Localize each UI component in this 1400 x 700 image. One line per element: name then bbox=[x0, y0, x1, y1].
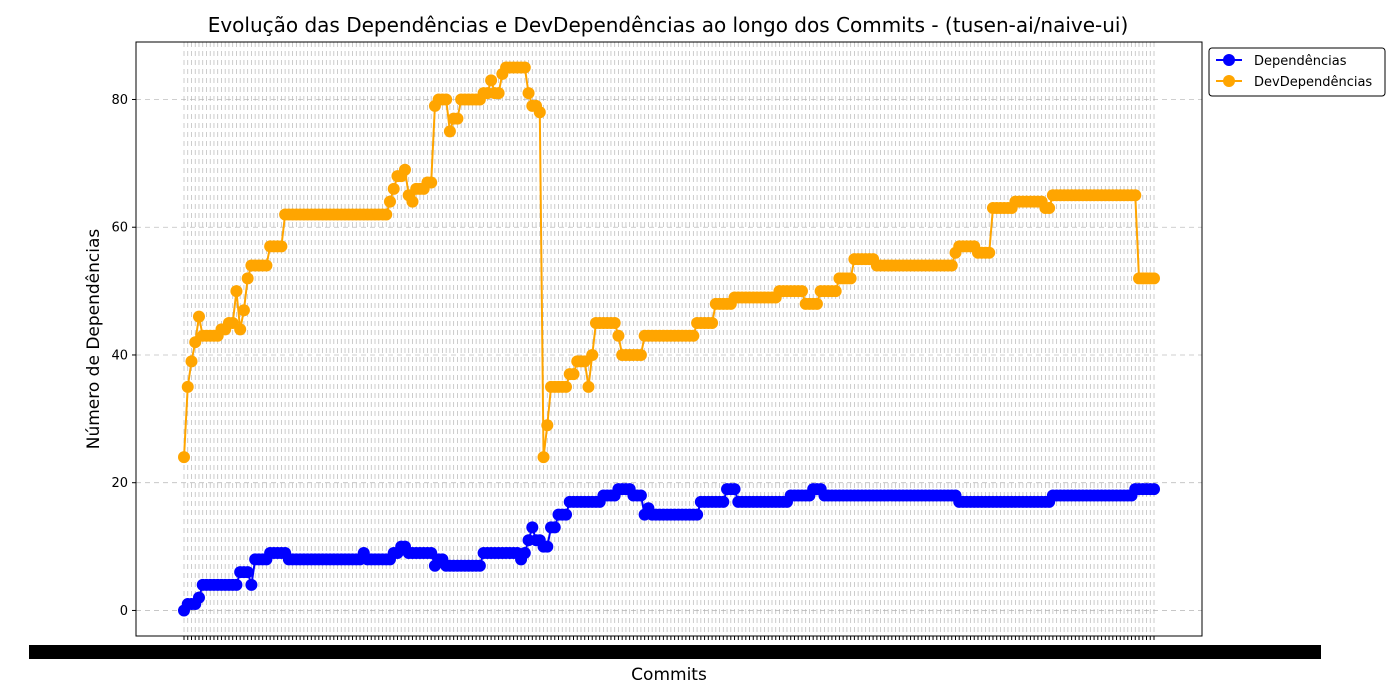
data-point-dependencies bbox=[473, 559, 486, 572]
data-point-devdependencies bbox=[829, 285, 842, 298]
data-point-dependencies bbox=[518, 546, 531, 559]
data-point-dependencies bbox=[560, 508, 573, 521]
data-point-dependencies bbox=[728, 483, 741, 496]
data-point-devdependencies bbox=[492, 87, 505, 100]
data-point-dependencies bbox=[245, 578, 258, 591]
series-devdependencies bbox=[178, 61, 1160, 464]
vertical-gridlines bbox=[183, 42, 1155, 636]
data-point-devdependencies bbox=[634, 348, 647, 361]
data-point-devdependencies bbox=[567, 368, 580, 381]
chart-title: Evolução das Dependências e DevDependênc… bbox=[208, 13, 1129, 37]
data-point-devdependencies bbox=[387, 182, 400, 195]
data-point-devdependencies bbox=[451, 112, 464, 125]
data-point-devdependencies bbox=[440, 93, 453, 106]
data-point-dependencies bbox=[541, 540, 554, 553]
data-point-devdependencies bbox=[518, 61, 531, 74]
data-point-devdependencies bbox=[810, 297, 823, 310]
data-point-devdependencies bbox=[230, 285, 243, 298]
data-point-devdependencies bbox=[612, 329, 625, 342]
data-point-devdependencies bbox=[234, 323, 247, 336]
data-point-devdependencies bbox=[706, 317, 719, 330]
data-point-devdependencies bbox=[687, 329, 700, 342]
data-point-devdependencies bbox=[275, 240, 288, 253]
data-point-dependencies bbox=[230, 578, 243, 591]
data-point-devdependencies bbox=[178, 451, 190, 464]
data-point-devdependencies bbox=[1129, 189, 1142, 202]
data-point-devdependencies bbox=[380, 208, 393, 221]
x-axis-ticks bbox=[29, 636, 1321, 659]
legend-label-devdependencies: DevDependências bbox=[1254, 75, 1372, 90]
legend-marker-dependencies bbox=[1223, 54, 1235, 66]
data-point-devdependencies bbox=[537, 451, 550, 464]
data-point-devdependencies bbox=[522, 87, 535, 100]
data-point-devdependencies bbox=[541, 419, 554, 432]
legend-label-dependencies: Dependências bbox=[1254, 54, 1347, 69]
data-point-devdependencies bbox=[425, 176, 438, 189]
plot-frame bbox=[135, 41, 1203, 637]
data-point-dependencies bbox=[192, 591, 205, 604]
y-tick-label: 20 bbox=[111, 476, 128, 491]
data-point-devdependencies bbox=[185, 355, 198, 368]
y-axis-label: Número de Dependências bbox=[84, 229, 104, 450]
data-point-dependencies bbox=[634, 489, 647, 502]
data-point-dependencies bbox=[717, 495, 730, 508]
y-axis-ticks: 0 20 40 60 80 bbox=[111, 93, 136, 619]
data-point-dependencies bbox=[548, 521, 561, 534]
y-tick-label: 40 bbox=[111, 348, 128, 363]
x-tick-labels-overlap bbox=[29, 645, 1321, 659]
x-axis-label: Commits bbox=[631, 665, 707, 685]
data-point-devdependencies bbox=[398, 163, 411, 176]
data-point-devdependencies bbox=[241, 272, 254, 285]
series-dependencies bbox=[178, 483, 1160, 617]
y-tick-label: 0 bbox=[120, 604, 128, 619]
data-point-devdependencies bbox=[1148, 272, 1160, 285]
data-point-dependencies bbox=[526, 521, 539, 534]
data-point-devdependencies bbox=[608, 317, 621, 330]
legend-marker-devdependencies bbox=[1223, 75, 1235, 87]
data-point-devdependencies bbox=[383, 195, 396, 208]
data-point-devdependencies bbox=[443, 125, 456, 138]
legend-box bbox=[1208, 47, 1386, 97]
y-tick-label: 60 bbox=[111, 221, 128, 236]
data-point-devdependencies bbox=[181, 380, 194, 393]
data-point-devdependencies bbox=[560, 380, 573, 393]
data-point-devdependencies bbox=[406, 195, 419, 208]
data-point-devdependencies bbox=[533, 106, 546, 119]
data-point-devdependencies bbox=[192, 310, 205, 323]
data-point-devdependencies bbox=[260, 259, 273, 272]
data-point-devdependencies bbox=[586, 348, 599, 361]
data-point-dependencies bbox=[691, 508, 704, 521]
data-point-devdependencies bbox=[844, 272, 857, 285]
data-point-devdependencies bbox=[795, 285, 808, 298]
legend: Dependências DevDependências bbox=[1208, 47, 1386, 97]
data-point-devdependencies bbox=[1043, 202, 1056, 215]
data-point-dependencies bbox=[1148, 483, 1160, 496]
data-point-devdependencies bbox=[485, 74, 498, 87]
data-point-dependencies bbox=[241, 566, 254, 579]
data-point-devdependencies bbox=[945, 259, 958, 272]
y-tick-label: 80 bbox=[111, 93, 128, 108]
horizontal-gridlines bbox=[136, 99, 1202, 611]
data-point-devdependencies bbox=[582, 380, 595, 393]
data-point-devdependencies bbox=[983, 246, 996, 259]
data-point-devdependencies bbox=[237, 304, 250, 317]
